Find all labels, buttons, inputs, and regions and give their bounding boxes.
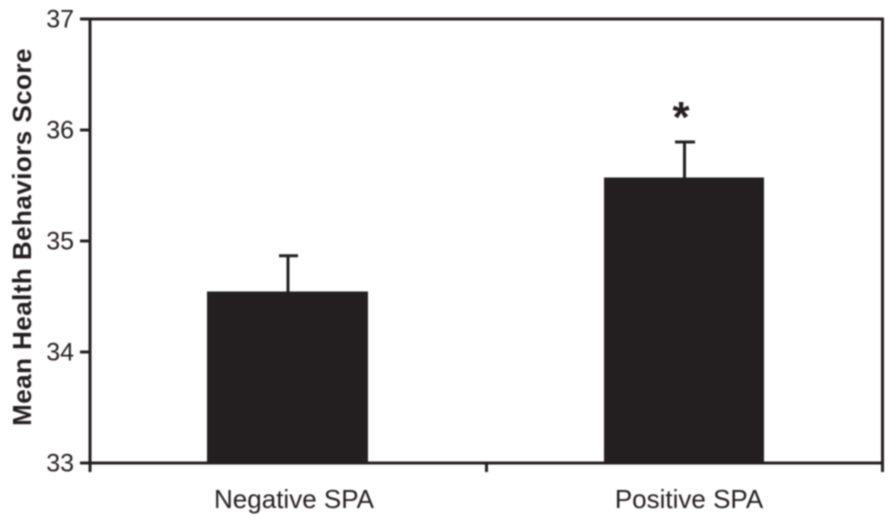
svg-text:37: 37 xyxy=(46,6,74,34)
svg-text:Negative SPA: Negative SPA xyxy=(214,484,375,514)
svg-text:Positive SPA: Positive SPA xyxy=(615,484,764,514)
svg-text:35: 35 xyxy=(46,228,74,256)
svg-text:*: * xyxy=(672,93,690,142)
svg-text:33: 33 xyxy=(46,450,74,478)
svg-text:36: 36 xyxy=(46,117,74,145)
svg-text:34: 34 xyxy=(46,339,74,367)
svg-text:Mean Health Behaviors Score: Mean Health Behaviors Score xyxy=(7,48,37,426)
